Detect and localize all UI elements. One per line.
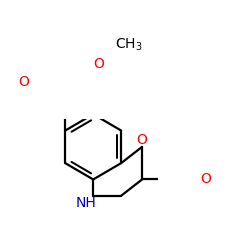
Text: NH: NH [76,196,96,210]
Text: CH$_3$: CH$_3$ [115,36,143,52]
Text: O: O [93,57,104,71]
Text: O: O [200,172,211,186]
Text: O: O [18,75,29,89]
Text: O: O [137,133,147,147]
